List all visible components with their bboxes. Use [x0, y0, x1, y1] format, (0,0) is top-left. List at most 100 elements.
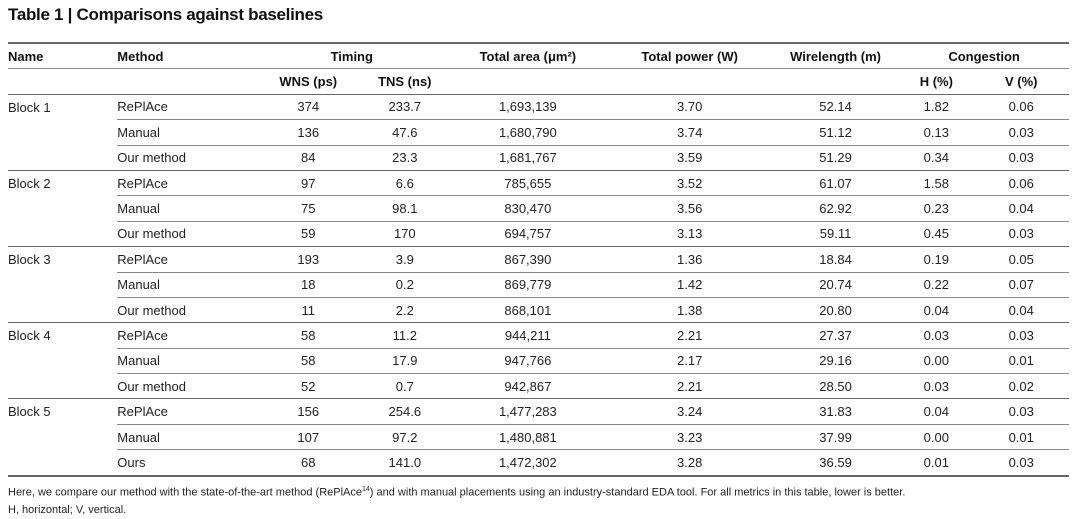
- cell-tns: 170: [361, 220, 449, 247]
- cell-wns: 107: [255, 423, 362, 450]
- cell-method: Manual: [117, 271, 256, 298]
- cell-wns: 59: [255, 220, 362, 247]
- cell-block-name: [8, 424, 117, 449]
- cell-wirelength: 51.29: [771, 144, 900, 171]
- cell-wirelength: 27.37: [771, 322, 900, 349]
- cell-h: 0.04: [899, 296, 974, 323]
- table-row: Block 4 RePlAce 58 11.2 944,211 2.21 27.37 0.03…: [8, 322, 1069, 349]
- cell-v: 0.06: [973, 93, 1069, 120]
- table-row: Block 1 RePlAce 374 233.7 1,693,139 3.70 52.14…: [8, 93, 1069, 120]
- cell-area: 869,779: [448, 271, 608, 298]
- cell-power: 3.70: [607, 93, 772, 120]
- cell-wns: 75: [255, 195, 362, 222]
- cell-wirelength: 18.84: [771, 246, 900, 273]
- cell-h: 1.58: [899, 169, 974, 196]
- cell-h: 0.00: [899, 347, 974, 374]
- header-timing: Timing: [255, 42, 449, 70]
- cell-tns: 0.7: [361, 373, 449, 399]
- cell-power: 3.28: [607, 449, 772, 477]
- cell-v: 0.03: [973, 119, 1069, 146]
- cell-tns: 3.9: [361, 246, 449, 273]
- cell-v: 0.01: [973, 347, 1069, 374]
- cell-h: 0.45: [899, 220, 974, 247]
- table-row: Manual 107 97.2 1,480,881 3.23 37.99 0.00 0.01: [8, 423, 1069, 450]
- cell-power: 3.74: [607, 119, 772, 146]
- caption-text: Here, we compare our method with the sta…: [8, 486, 362, 499]
- cell-block-name: [8, 221, 117, 246]
- cell-method: RePlAce: [117, 322, 256, 349]
- header-h: H (%): [899, 68, 974, 95]
- cell-tns: 11.2: [361, 322, 449, 349]
- subheader-empty: [607, 68, 772, 95]
- cell-method: Manual: [117, 119, 256, 146]
- cell-v: 0.02: [973, 373, 1069, 399]
- cell-power: 3.23: [607, 423, 772, 450]
- cell-tns: 2.2: [361, 296, 449, 323]
- cell-wns: 374: [255, 93, 362, 120]
- cell-h: 0.04: [899, 398, 974, 425]
- cell-area: 947,766: [448, 347, 608, 374]
- cell-wns: 52: [255, 373, 362, 399]
- cell-area: 1,680,790: [448, 119, 608, 146]
- cell-h: 1.82: [899, 93, 974, 120]
- header-wirelength: Wirelength (m): [771, 42, 900, 70]
- cell-block-name: Block 3: [8, 246, 118, 273]
- cell-block-name: [8, 297, 117, 322]
- cell-area: 1,681,767: [448, 144, 608, 171]
- cell-wirelength: 61.07: [771, 169, 900, 196]
- cell-method: Our method: [117, 220, 256, 247]
- cell-area: 868,101: [448, 296, 608, 323]
- cell-method: Manual: [117, 347, 256, 374]
- header-name: Name: [8, 42, 118, 70]
- cell-wns: 58: [255, 322, 362, 349]
- table-caption: Here, we compare our method with the sta…: [8, 481, 905, 519]
- cell-wns: 58: [255, 347, 362, 374]
- cell-block-name: Block 2: [8, 169, 118, 196]
- cell-v: 0.03: [973, 144, 1069, 171]
- table-row: Our method 59 170 694,757 3.13 59.11 0.45 0.03: [8, 220, 1069, 247]
- subheader-row: WNS (ps) TNS (ns) H (%) V (%): [8, 68, 1069, 95]
- cell-area: 944,211: [448, 322, 608, 349]
- table-row: Our method 11 2.2 868,101 1.38 20.80 0.04 0.04: [8, 296, 1069, 323]
- cell-method: Manual: [117, 195, 256, 222]
- cell-area: 1,477,283: [448, 398, 608, 425]
- cell-v: 0.04: [973, 195, 1069, 222]
- cell-wirelength: 29.16: [771, 347, 900, 374]
- cell-block-name: Block 1: [8, 93, 118, 120]
- cell-power: 2.17: [607, 347, 772, 374]
- cell-power: 3.24: [607, 398, 772, 425]
- cell-h: 0.34: [899, 144, 974, 171]
- cell-wns: 156: [255, 398, 362, 425]
- cell-v: 0.03: [973, 398, 1069, 425]
- cell-v: 0.07: [973, 271, 1069, 298]
- cell-v: 0.05: [973, 246, 1069, 273]
- subheader-empty: [771, 68, 900, 95]
- cell-power: 1.38: [607, 296, 772, 323]
- cell-area: 1,480,881: [448, 423, 608, 450]
- cell-tns: 141.0: [361, 449, 449, 477]
- caption-text: ) and with manual placements using an in…: [369, 486, 906, 499]
- cell-power: 3.52: [607, 169, 772, 196]
- cell-area: 694,757: [448, 220, 608, 247]
- caption-reference: 14: [362, 486, 370, 493]
- cell-area: 1,693,139: [448, 93, 608, 120]
- table-title: Table 1 | Comparisons against baselines: [8, 5, 323, 24]
- subheader-empty: [117, 68, 256, 95]
- cell-block-name: [8, 449, 118, 477]
- cell-h: 0.01: [899, 449, 974, 477]
- cell-h: 0.03: [899, 322, 974, 349]
- cell-h: 0.03: [899, 373, 974, 399]
- cell-h: 0.23: [899, 195, 974, 222]
- cell-wirelength: 59.11: [771, 220, 900, 247]
- cell-power: 2.21: [607, 322, 772, 349]
- cell-block-name: Block 5: [8, 398, 118, 425]
- cell-area: 867,390: [448, 246, 608, 273]
- cell-wns: 136: [255, 119, 362, 146]
- cell-tns: 6.6: [361, 169, 449, 196]
- cell-power: 3.13: [607, 220, 772, 247]
- cell-wirelength: 52.14: [771, 93, 900, 120]
- header-tns: TNS (ns): [361, 68, 449, 95]
- cell-wirelength: 62.92: [771, 195, 900, 222]
- cell-wns: 11: [255, 296, 362, 323]
- caption-line-1: Here, we compare our method with the sta…: [8, 481, 905, 502]
